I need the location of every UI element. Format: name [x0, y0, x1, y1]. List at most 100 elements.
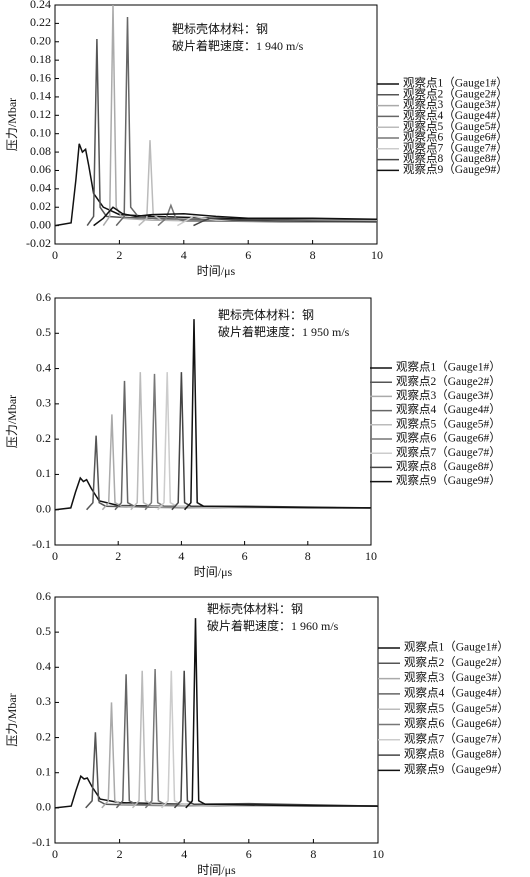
legend-label: 观察点2（Gauge2#）	[404, 655, 509, 669]
data-line	[171, 372, 372, 511]
x-tick-label: 6	[246, 847, 252, 861]
x-axis-label: 时间/μs	[197, 264, 236, 278]
x-tick-label: 8	[310, 847, 316, 861]
x-tick-label: 10	[371, 248, 383, 262]
x-tick-label: 2	[115, 549, 121, 563]
y-tick-label: 0.6	[36, 290, 51, 304]
y-tick-label: 0.3	[36, 396, 51, 410]
data-line	[193, 217, 378, 227]
legend-label: 观察点4（Gauge4#）	[396, 402, 501, 416]
legend-label: 观察点7（Gauge7#）	[404, 731, 509, 745]
annotation: 靶标壳体材料：钢	[207, 602, 303, 616]
legend-label: 观察点2（Gauge2#）	[396, 374, 501, 388]
x-tick-label: 4	[181, 248, 187, 262]
y-tick-label: 0.4	[36, 659, 51, 673]
y-tick-label: 0.0	[36, 501, 51, 515]
y-axis-label: 压力/Mbar	[5, 693, 19, 746]
y-tick-label: 0.22	[30, 15, 51, 29]
legend-label: 观察点6（Gauge6#）	[396, 431, 501, 445]
y-tick-label: 0.14	[30, 89, 51, 103]
x-tick-label: 4	[181, 847, 187, 861]
legend-label: 观察点1（Gauge1#）	[396, 360, 501, 374]
y-axis-label: 压力/Mbar	[5, 395, 19, 448]
y-tick-label: 0.02	[30, 199, 51, 213]
x-tick-label: 10	[372, 847, 384, 861]
y-tick-label: 0.00	[30, 217, 51, 231]
x-tick-label: 2	[117, 847, 123, 861]
y-tick-label: 0.06	[30, 162, 51, 176]
y-tick-label: 0.1	[36, 764, 51, 778]
legend-label: 观察点2（Gauge2#）	[403, 86, 508, 100]
x-tick-label: 0	[52, 847, 58, 861]
annotation: 破片着靶速度：1 940 m/s	[172, 38, 304, 53]
data-line	[144, 668, 379, 809]
y-tick-label: 0.16	[30, 70, 51, 84]
x-tick-label: 6	[242, 549, 248, 563]
legend-label: 观察点1（Gauge1#）	[404, 640, 509, 654]
y-tick-label: 0.2	[36, 431, 51, 445]
legend-label: 观察点8（Gauge8#）	[396, 459, 501, 473]
data-line	[54, 143, 378, 227]
legend-label: 观察点4（Gauge4#）	[404, 686, 509, 700]
legend-label: 观察点3（Gauge3#）	[403, 97, 508, 111]
y-tick-label: 0.10	[30, 125, 51, 139]
y-tick-label: 0.0	[36, 800, 51, 814]
x-tick-label: 10	[365, 549, 377, 563]
y-tick-label: 0.5	[36, 624, 51, 638]
y-tick-label: 0.24	[30, 0, 51, 11]
x-tick-label: 2	[116, 248, 122, 262]
y-tick-label: 0.3	[36, 694, 51, 708]
legend-label: 观察点5（Gauge5#）	[396, 416, 501, 430]
x-tick-label: 8	[310, 248, 316, 262]
y-tick-label: 0.04	[30, 181, 51, 195]
annotation: 靶标壳体材料：钢	[218, 308, 314, 322]
legend-label: 观察点6（Gauge6#）	[404, 716, 509, 730]
legend-label: 观察点5（Gauge5#）	[403, 119, 508, 133]
annotation: 破片着靶速度：1 960 m/s	[207, 618, 339, 633]
legend-label: 观察点4（Gauge4#）	[403, 108, 508, 122]
y-tick-label: 0.6	[36, 589, 51, 603]
legend-label: 观察点9（Gauge9#）	[396, 473, 501, 487]
plot-frame	[54, 4, 378, 245]
data-line	[93, 206, 378, 227]
data-line	[86, 435, 372, 511]
plot-frame	[54, 297, 372, 546]
y-tick-label: 0.2	[36, 729, 51, 743]
legend-label: 观察点9（Gauge9#）	[404, 762, 509, 776]
y-axis-label: 压力/Mbar	[5, 98, 19, 151]
data-line	[184, 319, 372, 511]
legend-label: 观察点7（Gauge7#）	[403, 140, 508, 154]
y-tick-label: 0.5	[36, 325, 51, 339]
x-tick-label: 6	[245, 248, 251, 262]
y-tick-label: -0.1	[32, 835, 51, 849]
legend-label: 观察点9（Gauge9#）	[403, 162, 508, 176]
data-line	[115, 16, 377, 227]
data-line	[161, 670, 379, 809]
data-line	[185, 618, 379, 809]
x-axis-label: 时间/μs	[194, 565, 233, 579]
legend-label: 观察点3（Gauge3#）	[404, 670, 509, 684]
legend-label: 观察点8（Gauge8#）	[403, 151, 508, 165]
data-line	[157, 372, 372, 511]
y-tick-label: 0.4	[36, 360, 51, 374]
legend-label: 观察点7（Gauge7#）	[396, 445, 501, 459]
x-tick-label: 8	[305, 549, 311, 563]
legend-label: 观察点5（Gauge5#）	[404, 701, 509, 715]
y-tick-label: -0.1	[32, 537, 51, 551]
y-tick-label: 0.12	[30, 107, 51, 121]
y-tick-label: 0.20	[30, 34, 51, 48]
y-tick-label: 0.18	[30, 52, 51, 66]
legend-label: 观察点8（Gauge8#）	[404, 747, 509, 761]
annotation: 靶标壳体材料：钢	[172, 22, 268, 36]
x-axis-label: 时间/μs	[197, 863, 236, 877]
x-tick-label: 0	[52, 248, 58, 262]
legend-label: 观察点1（Gauge1#）	[403, 76, 508, 90]
x-tick-label: 4	[178, 549, 184, 563]
y-tick-label: -0.02	[26, 236, 51, 250]
data-line	[173, 670, 379, 809]
annotation: 破片着靶速度：1 950 m/s	[218, 324, 350, 339]
y-tick-label: 0.1	[36, 466, 51, 480]
y-tick-label: 0.08	[30, 144, 51, 158]
legend-label: 观察点3（Gauge3#）	[396, 388, 501, 402]
